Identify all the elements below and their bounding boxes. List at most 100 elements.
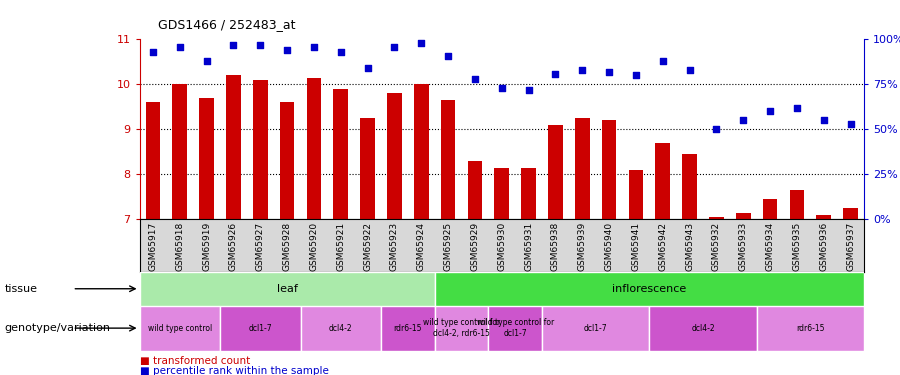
Bar bbox=[521, 168, 536, 219]
Point bbox=[334, 49, 348, 55]
Text: GSM65941: GSM65941 bbox=[632, 222, 641, 271]
Text: GSM65940: GSM65940 bbox=[605, 222, 614, 271]
Bar bbox=[173, 84, 187, 219]
Point bbox=[763, 108, 778, 114]
Bar bbox=[140, 306, 220, 351]
Bar bbox=[467, 161, 482, 219]
Text: GSM65943: GSM65943 bbox=[685, 222, 694, 271]
Text: GSM65926: GSM65926 bbox=[229, 222, 238, 271]
Point bbox=[200, 58, 214, 64]
Text: GSM65934: GSM65934 bbox=[766, 222, 775, 271]
Point bbox=[414, 40, 428, 46]
Text: GSM65931: GSM65931 bbox=[524, 222, 533, 271]
Bar bbox=[441, 100, 455, 219]
Text: genotype/variation: genotype/variation bbox=[4, 323, 111, 333]
Text: wild type control for
dcl4-2, rdr6-15: wild type control for dcl4-2, rdr6-15 bbox=[423, 318, 500, 338]
Bar bbox=[789, 190, 805, 219]
Text: leaf: leaf bbox=[276, 284, 298, 294]
Bar bbox=[146, 102, 160, 219]
Point bbox=[575, 67, 590, 73]
Point bbox=[655, 58, 670, 64]
Text: GSM65923: GSM65923 bbox=[390, 222, 399, 271]
Bar bbox=[709, 217, 724, 219]
Bar bbox=[494, 168, 509, 219]
Text: wild type control for
dcl1-7: wild type control for dcl1-7 bbox=[476, 318, 554, 338]
Point bbox=[307, 44, 321, 50]
Text: GSM65936: GSM65936 bbox=[819, 222, 828, 271]
Text: inflorescence: inflorescence bbox=[612, 284, 687, 294]
Bar bbox=[682, 154, 697, 219]
Text: GSM65937: GSM65937 bbox=[846, 222, 855, 271]
Text: GSM65918: GSM65918 bbox=[176, 222, 184, 271]
Bar bbox=[575, 118, 590, 219]
Text: rdr6-15: rdr6-15 bbox=[796, 324, 824, 333]
Text: GSM65933: GSM65933 bbox=[739, 222, 748, 271]
Point bbox=[226, 42, 240, 48]
Point bbox=[441, 53, 455, 58]
Bar bbox=[381, 306, 435, 351]
Bar bbox=[333, 89, 348, 219]
Text: GSM65939: GSM65939 bbox=[578, 222, 587, 271]
Text: GSM65924: GSM65924 bbox=[417, 222, 426, 271]
Bar bbox=[220, 306, 301, 351]
Text: GSM65932: GSM65932 bbox=[712, 222, 721, 271]
Point bbox=[736, 117, 751, 123]
Text: dcl4-2: dcl4-2 bbox=[328, 324, 353, 333]
Point bbox=[387, 44, 401, 50]
Text: GSM65920: GSM65920 bbox=[310, 222, 319, 271]
Point bbox=[360, 65, 374, 71]
Text: dcl4-2: dcl4-2 bbox=[691, 324, 715, 333]
Point bbox=[629, 72, 643, 78]
Text: GDS1466 / 252483_at: GDS1466 / 252483_at bbox=[158, 18, 295, 31]
Point bbox=[548, 70, 562, 76]
Bar bbox=[602, 120, 616, 219]
Bar bbox=[199, 98, 214, 219]
Point bbox=[280, 47, 294, 53]
Point bbox=[602, 69, 616, 75]
Bar bbox=[628, 170, 644, 219]
Bar bbox=[548, 125, 562, 219]
Text: GSM65935: GSM65935 bbox=[792, 222, 801, 271]
Text: GSM65930: GSM65930 bbox=[497, 222, 506, 271]
Bar bbox=[816, 215, 831, 219]
Point bbox=[253, 42, 267, 48]
Text: GSM65928: GSM65928 bbox=[283, 222, 292, 271]
Point bbox=[682, 67, 697, 73]
Text: GSM65922: GSM65922 bbox=[363, 222, 372, 271]
Point bbox=[495, 85, 509, 91]
Text: GSM65917: GSM65917 bbox=[148, 222, 157, 271]
Point bbox=[468, 76, 482, 82]
Bar bbox=[655, 143, 670, 219]
Text: GSM65925: GSM65925 bbox=[444, 222, 453, 271]
Point bbox=[521, 87, 535, 93]
Text: GSM65942: GSM65942 bbox=[658, 222, 667, 271]
Text: dcl1-7: dcl1-7 bbox=[584, 324, 608, 333]
Point bbox=[146, 49, 160, 55]
Bar bbox=[843, 208, 858, 219]
Bar bbox=[253, 80, 267, 219]
Point bbox=[816, 117, 831, 123]
Point bbox=[789, 105, 804, 111]
Bar bbox=[542, 306, 649, 351]
Bar bbox=[489, 306, 542, 351]
Bar bbox=[757, 306, 864, 351]
Text: wild type control: wild type control bbox=[148, 324, 211, 333]
Text: dcl1-7: dcl1-7 bbox=[248, 324, 272, 333]
Point bbox=[173, 44, 187, 50]
Bar bbox=[301, 306, 381, 351]
Text: GSM65938: GSM65938 bbox=[551, 222, 560, 271]
Text: GSM65921: GSM65921 bbox=[337, 222, 346, 271]
Bar bbox=[360, 118, 375, 219]
Bar bbox=[736, 213, 751, 219]
Bar bbox=[435, 306, 489, 351]
Bar bbox=[387, 93, 401, 219]
Point bbox=[843, 121, 858, 127]
Text: GSM65919: GSM65919 bbox=[202, 222, 211, 271]
Bar bbox=[307, 78, 321, 219]
Text: rdr6-15: rdr6-15 bbox=[393, 324, 422, 333]
Text: GSM65929: GSM65929 bbox=[471, 222, 480, 271]
Bar bbox=[226, 75, 241, 219]
Bar bbox=[435, 272, 864, 306]
Text: ■ percentile rank within the sample: ■ percentile rank within the sample bbox=[140, 366, 328, 375]
Bar bbox=[140, 272, 435, 306]
